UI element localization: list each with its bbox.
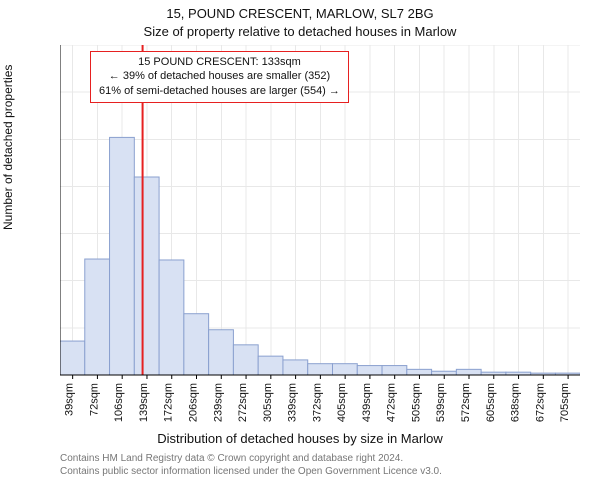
footnote-line1: Contains HM Land Registry data © Crown c… bbox=[60, 453, 442, 466]
chart-container: 15, POUND CRESCENT, MARLOW, SL7 2BG Size… bbox=[0, 0, 600, 500]
bar bbox=[332, 364, 357, 375]
svg-text:372sqm: 372sqm bbox=[311, 383, 323, 422]
bar bbox=[110, 137, 135, 375]
svg-text:206sqm: 206sqm bbox=[188, 383, 200, 422]
bar bbox=[308, 364, 333, 375]
svg-text:72sqm: 72sqm bbox=[88, 383, 100, 416]
svg-text:239sqm: 239sqm bbox=[212, 383, 224, 422]
bar bbox=[258, 356, 283, 375]
svg-text:605sqm: 605sqm bbox=[485, 383, 497, 422]
reference-annotation: 15 POUND CRESCENT: 133sqm ← 39% of detac… bbox=[90, 51, 349, 103]
bar bbox=[432, 371, 457, 375]
bar bbox=[407, 369, 432, 375]
bar bbox=[134, 177, 159, 375]
chart-footnote: Contains HM Land Registry data © Crown c… bbox=[60, 453, 442, 478]
bar bbox=[283, 360, 308, 375]
svg-text:638sqm: 638sqm bbox=[510, 383, 522, 422]
bar bbox=[159, 260, 184, 375]
svg-text:172sqm: 172sqm bbox=[163, 383, 175, 422]
bar bbox=[382, 366, 407, 375]
bar bbox=[85, 259, 110, 375]
svg-text:539sqm: 539sqm bbox=[435, 383, 447, 422]
bar bbox=[357, 366, 382, 375]
footnote-line2: Contains public sector information licen… bbox=[60, 466, 442, 479]
bar bbox=[60, 341, 85, 375]
svg-text:106sqm: 106sqm bbox=[113, 383, 125, 422]
svg-text:705sqm: 705sqm bbox=[559, 383, 571, 422]
svg-text:439sqm: 439sqm bbox=[361, 383, 373, 422]
svg-text:139sqm: 139sqm bbox=[138, 383, 150, 422]
annotation-line2: ← 39% of detached houses are smaller (35… bbox=[99, 69, 340, 83]
svg-text:272sqm: 272sqm bbox=[237, 383, 249, 422]
svg-text:305sqm: 305sqm bbox=[262, 383, 274, 422]
bar bbox=[184, 314, 209, 375]
y-axis-label: Number of detached properties bbox=[1, 65, 15, 230]
chart-title: 15, POUND CRESCENT, MARLOW, SL7 2BG bbox=[0, 6, 600, 21]
svg-text:505sqm: 505sqm bbox=[410, 383, 422, 422]
x-axis-label: Distribution of detached houses by size … bbox=[0, 431, 600, 446]
bar bbox=[456, 369, 481, 375]
svg-text:472sqm: 472sqm bbox=[386, 383, 398, 422]
annotation-line1: 15 POUND CRESCENT: 133sqm bbox=[99, 55, 340, 69]
chart-plot: 05010015020025030035039sqm72sqm106sqm139… bbox=[60, 45, 580, 435]
svg-text:39sqm: 39sqm bbox=[64, 383, 76, 416]
svg-text:339sqm: 339sqm bbox=[287, 383, 299, 422]
bar bbox=[233, 345, 258, 375]
chart-subtitle: Size of property relative to detached ho… bbox=[0, 24, 600, 39]
svg-text:572sqm: 572sqm bbox=[460, 383, 472, 422]
bar bbox=[209, 330, 234, 375]
svg-text:405sqm: 405sqm bbox=[336, 383, 348, 422]
annotation-line3: 61% of semi-detached houses are larger (… bbox=[99, 84, 340, 98]
svg-text:672sqm: 672sqm bbox=[534, 383, 546, 422]
